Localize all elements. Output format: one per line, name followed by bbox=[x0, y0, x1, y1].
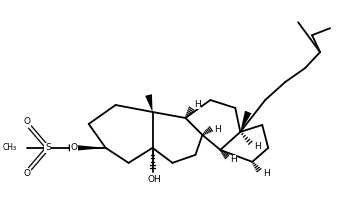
Polygon shape bbox=[69, 144, 105, 151]
Text: CH₃: CH₃ bbox=[3, 143, 17, 152]
Text: H: H bbox=[230, 155, 237, 164]
Text: OH: OH bbox=[147, 175, 161, 184]
Text: H: H bbox=[254, 142, 261, 151]
Text: O: O bbox=[23, 169, 31, 178]
Text: S: S bbox=[45, 143, 51, 152]
Text: H: H bbox=[194, 100, 201, 108]
Text: O: O bbox=[23, 117, 31, 126]
Polygon shape bbox=[145, 94, 153, 112]
Text: H: H bbox=[214, 125, 221, 134]
Text: O: O bbox=[70, 143, 77, 152]
Polygon shape bbox=[240, 111, 252, 132]
Text: H: H bbox=[263, 169, 270, 178]
